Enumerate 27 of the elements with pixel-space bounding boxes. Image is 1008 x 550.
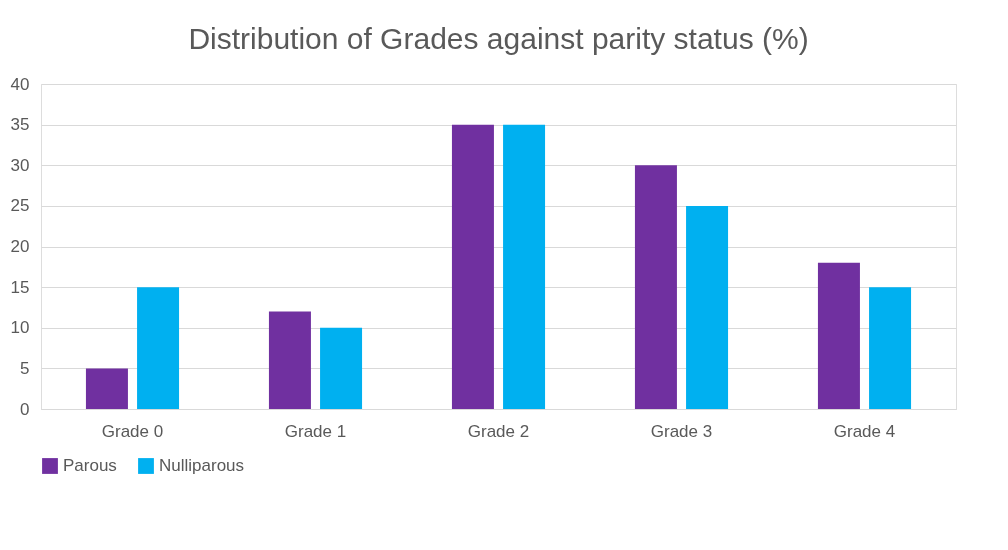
y-tick-label: 15: [10, 277, 30, 297]
x-tick-label: Grade 1: [284, 421, 347, 441]
y-tick-label: 25: [10, 196, 30, 216]
y-tick-label: 40: [10, 74, 30, 94]
bar: [268, 311, 311, 409]
bar: [634, 165, 677, 409]
y-tick-label: 10: [10, 318, 30, 338]
x-tick-label: Grade 0: [101, 421, 164, 441]
bar: [451, 124, 494, 409]
bar: [503, 124, 546, 409]
bar: [85, 368, 128, 409]
y-tick-label: 5: [20, 358, 30, 378]
y-tick-label: 35: [10, 115, 30, 135]
bar: [137, 287, 180, 409]
chart-title: Distribution of Grades against parity status (%): [188, 22, 809, 55]
legend-label: Nulliparous: [159, 456, 245, 475]
bar: [320, 327, 363, 409]
x-tick-label: Grade 2: [467, 421, 530, 441]
bar: [817, 262, 860, 409]
bar: [869, 287, 912, 409]
y-tick-label: 30: [10, 155, 30, 175]
y-tick-label: 0: [20, 399, 30, 419]
legend-label: Parous: [63, 456, 117, 475]
x-tick-label: Grade 3: [650, 421, 713, 441]
x-tick-label: Grade 4: [833, 421, 896, 441]
y-tick-label: 20: [10, 237, 30, 256]
bar: [686, 205, 729, 409]
